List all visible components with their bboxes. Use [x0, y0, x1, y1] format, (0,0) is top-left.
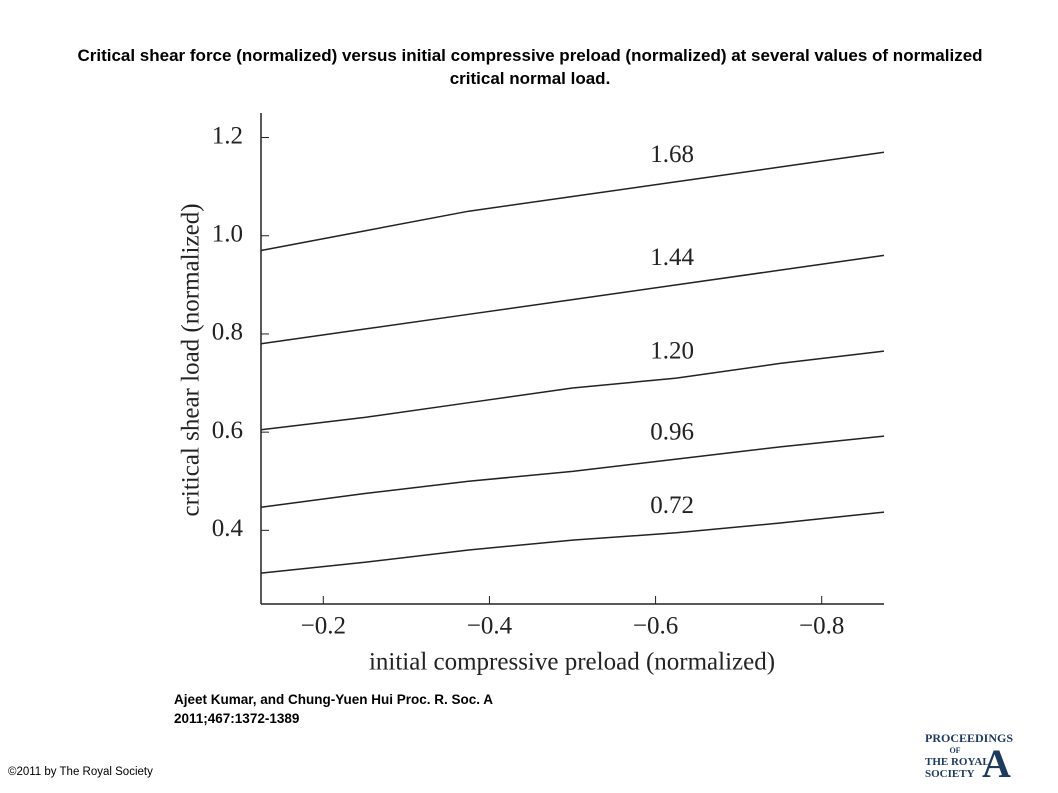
- y-tick-label: 0.6: [212, 417, 243, 444]
- x-tick-label: −0.8: [799, 613, 844, 640]
- series-label: 0.72: [650, 492, 694, 519]
- logo-text: PROCEEDINGS: [925, 731, 1013, 745]
- series-line: [260, 435, 885, 509]
- y-tick-label: 0.4: [212, 515, 244, 542]
- logo-text: SOCIETY: [925, 768, 975, 780]
- copyright: ©2011 by The Royal Society: [8, 766, 153, 778]
- series-line: [260, 511, 885, 574]
- series-label: 1.68: [650, 141, 694, 168]
- y-tick-label: 1.2: [212, 122, 243, 149]
- logo-text: OF: [949, 746, 960, 755]
- y-tick-label: 1.0: [212, 220, 243, 247]
- citation: Ajeet Kumar, and Chung-Yuen Hui Proc. R.…: [174, 692, 493, 726]
- x-tick-label: −0.4: [467, 613, 513, 640]
- series-label: 1.20: [650, 337, 694, 364]
- series-label: 0.96: [650, 418, 694, 445]
- series-line: [260, 254, 885, 345]
- x-tick-label: −0.2: [301, 613, 346, 640]
- logo: PROCEEDINGS OF THE ROYAL SOCIETY A: [925, 731, 1013, 786]
- y-axis-label: critical shear load (normalized): [178, 203, 205, 516]
- series-line: [260, 350, 885, 431]
- y-tick-label: 0.8: [212, 319, 243, 346]
- logo-letter: A: [982, 741, 1011, 786]
- x-axis-label: initial compressive preload (normalized): [369, 649, 775, 676]
- series-line: [260, 151, 885, 252]
- x-tick-label: −0.6: [633, 613, 678, 640]
- logo-text: THE ROYAL: [925, 756, 990, 768]
- chart-title: Critical shear force (normalized) versus…: [77, 46, 983, 88]
- series-label: 1.44: [650, 244, 694, 271]
